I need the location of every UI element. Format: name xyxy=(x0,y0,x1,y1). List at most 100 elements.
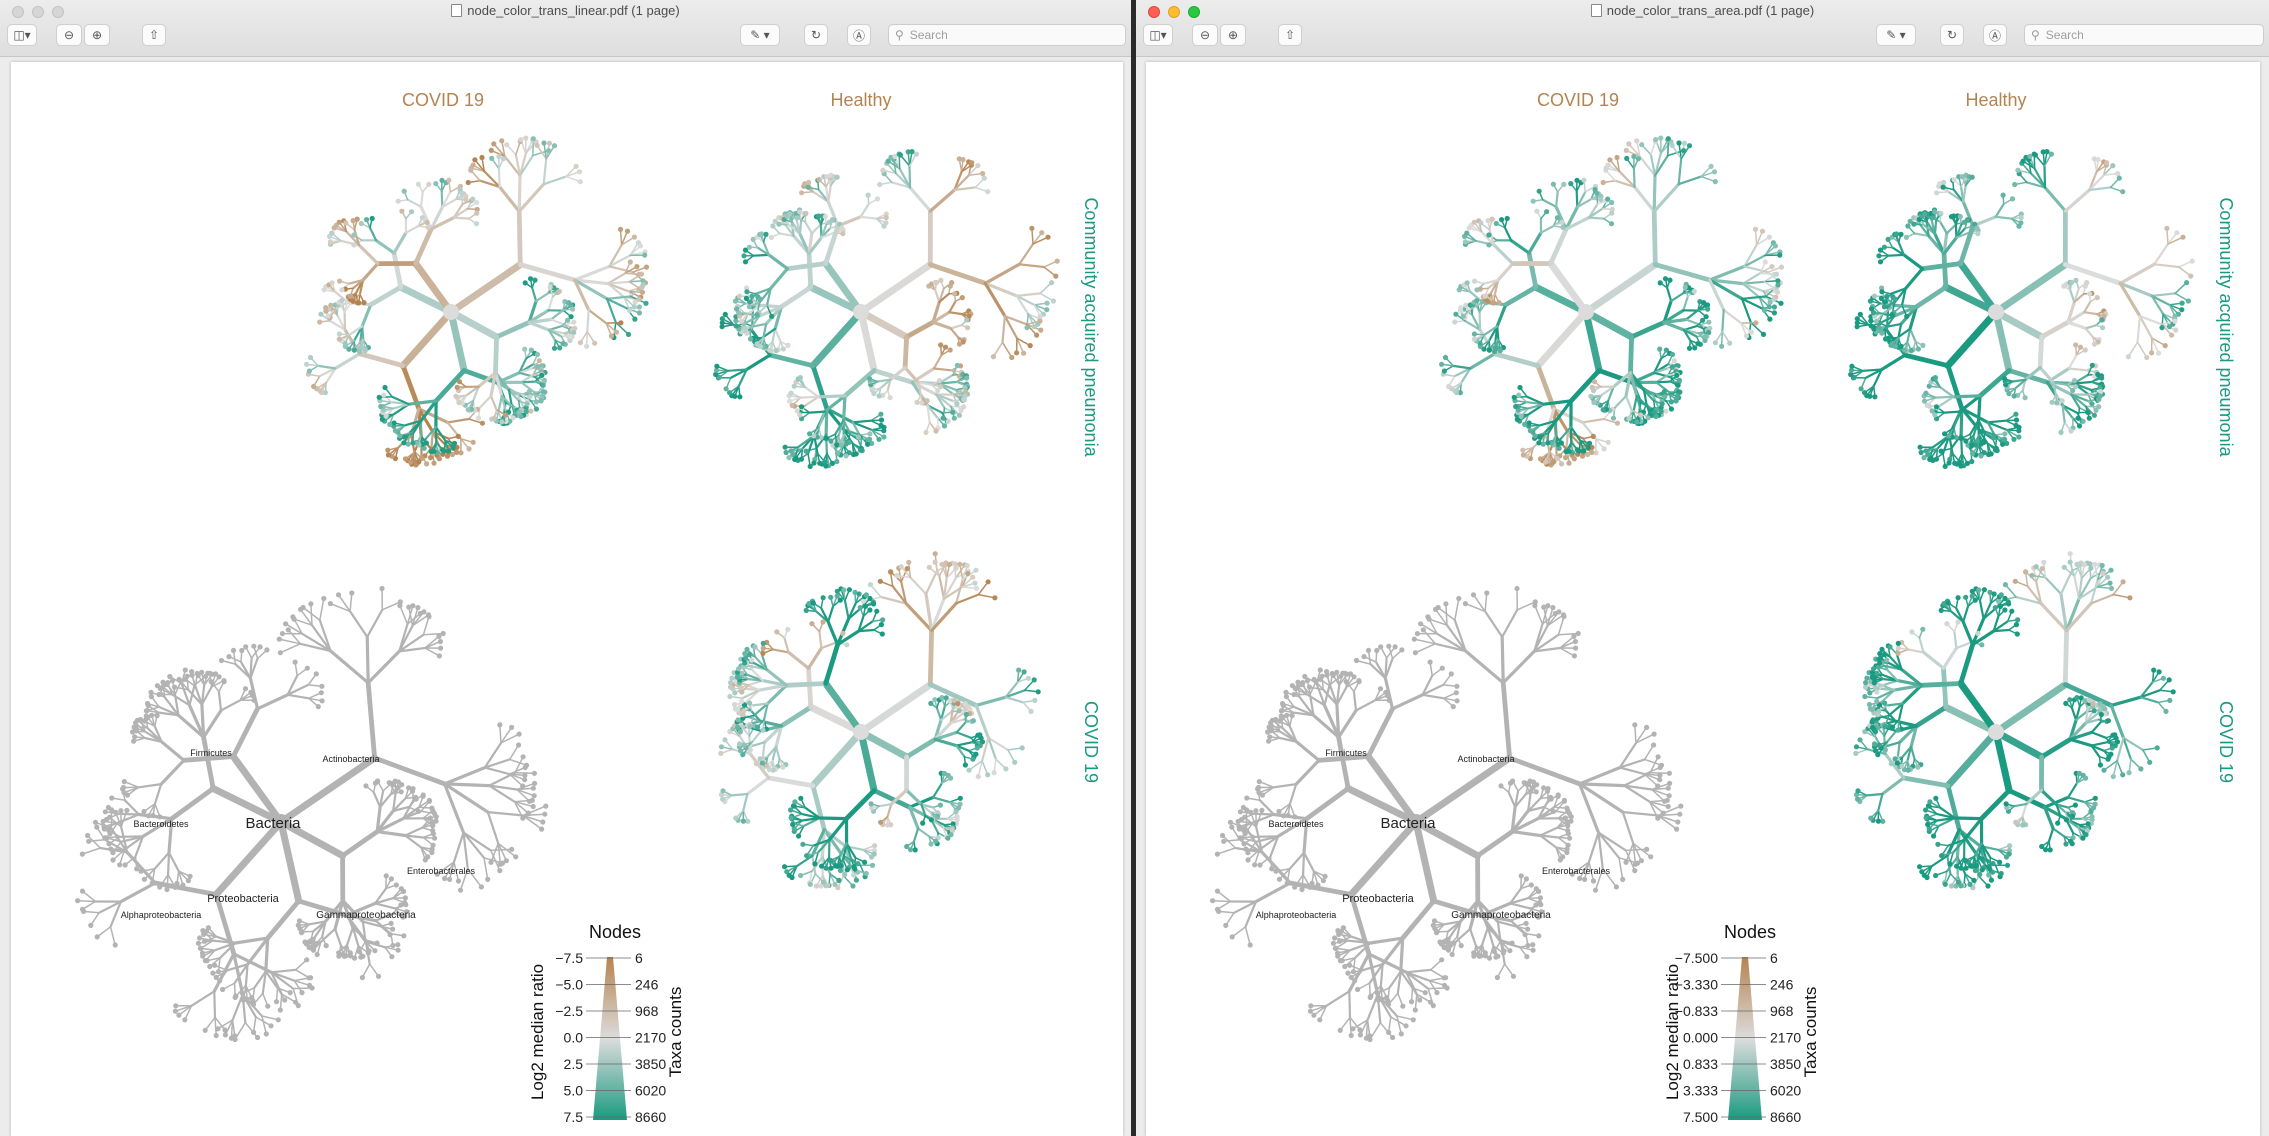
window-gap xyxy=(1131,0,1136,1136)
window-title-text: node_color_trans_area.pdf (1 page) xyxy=(1606,3,1815,18)
legend-ratio-tick: −5.0 xyxy=(555,977,583,993)
legend-ratio-tick: 0.833 xyxy=(1683,1056,1718,1072)
legend-ratio-tick: 5.0 xyxy=(564,1083,584,1099)
taxon-label: Gammaproteobacteria xyxy=(316,910,416,921)
row-label: Community acquired pneumonia xyxy=(1081,197,1101,457)
taxon-label: Actinobacteria xyxy=(1457,754,1514,764)
taxon-label: Proteobacteria xyxy=(1342,893,1414,905)
search-input[interactable] xyxy=(2043,27,2263,43)
row-label: COVID 19 xyxy=(2216,701,2236,783)
column-label: COVID 19 xyxy=(402,90,484,110)
annotate-icon: Ⓐ xyxy=(1988,28,2001,43)
legend-color-wedge xyxy=(593,957,627,1120)
search-field[interactable]: ⚲ xyxy=(2024,24,2264,46)
legend-ratio-tick: −0.833 xyxy=(1675,1003,1718,1019)
pen-markup-icon: ✎ ▾ xyxy=(1886,28,1906,42)
taxon-label: Bacteroidetes xyxy=(133,819,189,829)
taxon-label: Alphaproteobacteria xyxy=(1256,910,1337,920)
taxon-label: Bacteria xyxy=(1380,815,1436,832)
legend-title: Nodes xyxy=(1724,922,1776,942)
legend-title: Nodes xyxy=(589,922,641,942)
legend-ratio-tick: −2.5 xyxy=(555,1003,583,1019)
legend-count-tick: 2170 xyxy=(1770,1030,1801,1046)
rotate-button[interactable]: ↻ xyxy=(804,24,828,46)
rotate-icon: ↻ xyxy=(1946,28,1958,42)
legend-count-tick: 968 xyxy=(635,1003,659,1019)
share-button[interactable]: ⇧ xyxy=(142,24,166,46)
zoom-button[interactable] xyxy=(52,6,64,18)
legend-count-tick: 2170 xyxy=(635,1030,666,1046)
legend-ratio-label: Log2 median ratio xyxy=(1663,964,1682,1100)
minimize-button[interactable] xyxy=(1168,6,1180,18)
heat-tree xyxy=(1853,551,2176,891)
sidebar-button[interactable]: ◫▾ xyxy=(1143,24,1173,46)
heat-tree-figure: COVID 19 Healthy Community acquired pneumo… xyxy=(1210,90,2236,1125)
zoom-out-button[interactable]: ⊖ xyxy=(1192,24,1218,46)
pdf-page: COVID 19 Healthy Community acquired pneumo… xyxy=(1146,62,2260,1136)
pdf-document-icon xyxy=(451,4,463,17)
share-icon: ⇧ xyxy=(1284,28,1296,42)
close-button[interactable] xyxy=(12,6,24,18)
zoom-in-button[interactable]: ⊕ xyxy=(84,24,110,46)
markup-button[interactable]: ✎ ▾ xyxy=(1876,24,1916,46)
pen-markup-icon: ✎ ▾ xyxy=(750,28,770,42)
legend-count-tick: 6020 xyxy=(635,1083,666,1099)
legend-count-tick: 246 xyxy=(1770,977,1794,993)
minimize-button[interactable] xyxy=(32,6,44,18)
legend: Nodes Log2 median ratio Taxa counts −7.500 6… xyxy=(1663,922,1820,1125)
heat-tree xyxy=(75,585,549,1043)
close-button[interactable] xyxy=(1148,6,1160,18)
sidebar-icon: ◫▾ xyxy=(13,28,31,42)
taxon-label: Enterobacterales xyxy=(1542,866,1611,876)
column-label: Healthy xyxy=(1965,90,2026,110)
annotate-icon: Ⓐ xyxy=(852,28,865,43)
zoom-in-icon: ⊕ xyxy=(91,28,103,42)
taxon-label: Bacteria xyxy=(245,815,301,832)
legend-count-tick: 6020 xyxy=(1770,1083,1801,1099)
legend-count-tick: 6 xyxy=(635,950,643,966)
sidebar-icon: ◫▾ xyxy=(1149,28,1167,42)
preview-window-right: node_color_trans_area.pdf (1 page) ◫▾ ⊖ … xyxy=(1136,0,2269,1136)
taxon-label: Enterobacterales xyxy=(407,866,476,876)
share-icon: ⇧ xyxy=(148,28,160,42)
share-button[interactable]: ⇧ xyxy=(1278,24,1302,46)
annotate-button[interactable]: Ⓐ xyxy=(1983,24,2007,46)
taxon-label: Alphaproteobacteria xyxy=(121,910,202,920)
window-title-text: node_color_trans_linear.pdf (1 page) xyxy=(467,3,680,18)
legend-ratio-tick: 2.5 xyxy=(564,1056,584,1072)
taxon-label: Firmicutes xyxy=(1325,748,1367,758)
legend-ratio-tick: 7.5 xyxy=(564,1109,584,1125)
legend-count-tick: 8660 xyxy=(1770,1109,1801,1125)
zoom-out-icon: ⊖ xyxy=(1199,28,1211,42)
legend-ratio-tick: 7.500 xyxy=(1683,1109,1718,1125)
zoom-in-button[interactable]: ⊕ xyxy=(1220,24,1246,46)
annotate-button[interactable]: Ⓐ xyxy=(847,24,871,46)
window-title: node_color_trans_linear.pdf (1 page) xyxy=(0,2,1131,20)
rotate-icon: ↻ xyxy=(810,28,822,42)
legend-counts-label: Taxa counts xyxy=(666,987,685,1078)
legend-ratio-tick: 0.000 xyxy=(1683,1030,1718,1046)
search-input[interactable] xyxy=(907,27,1125,43)
sidebar-button[interactable]: ◫▾ xyxy=(7,24,37,46)
legend-ratio-tick: −7.500 xyxy=(1675,950,1718,966)
pdf-document-icon xyxy=(1590,4,1602,17)
legend-count-tick: 8660 xyxy=(635,1109,666,1125)
heat-tree-figure: COVID 19 Healthy Community acquired pneumo… xyxy=(75,90,1101,1125)
taxon-label: Gammaproteobacteria xyxy=(1451,910,1551,921)
titlebar: node_color_trans_linear.pdf (1 page) ◫▾ … xyxy=(0,0,1131,57)
heat-tree xyxy=(1439,135,1785,468)
legend-count-tick: 246 xyxy=(635,977,659,993)
column-label: Healthy xyxy=(830,90,891,110)
rotate-button[interactable]: ↻ xyxy=(1940,24,1964,46)
zoom-out-button[interactable]: ⊖ xyxy=(56,24,82,46)
markup-button[interactable]: ✎ ▾ xyxy=(740,24,780,46)
legend-ratio-tick: 3.333 xyxy=(1683,1083,1718,1099)
taxon-label: Firmicutes xyxy=(190,748,232,758)
legend-ratio-tick: 0.0 xyxy=(564,1030,584,1046)
heat-tree xyxy=(1210,585,1684,1043)
search-field[interactable]: ⚲ xyxy=(888,24,1126,46)
zoom-button[interactable] xyxy=(1188,6,1200,18)
taxon-label: Bacteroidetes xyxy=(1268,819,1324,829)
heat-tree xyxy=(718,551,1041,891)
taxon-label: Actinobacteria xyxy=(322,754,379,764)
